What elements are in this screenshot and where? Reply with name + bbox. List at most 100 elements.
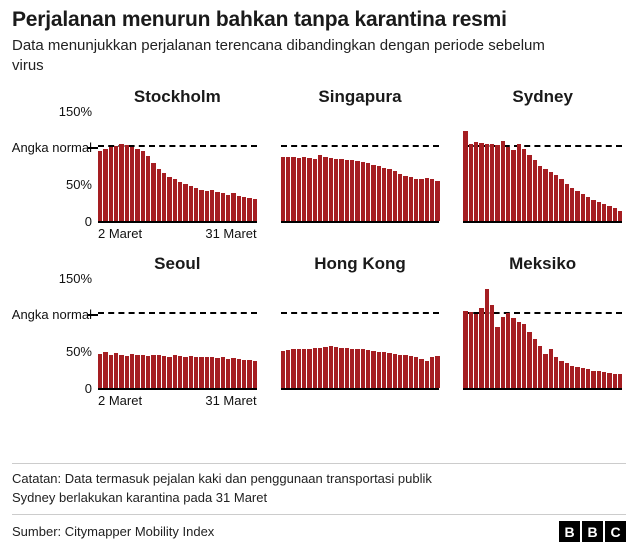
bar (424, 177, 429, 221)
normal-dashed-line (280, 312, 440, 315)
x-label-end: 31 Maret (205, 392, 257, 408)
bars-singapura (280, 111, 440, 221)
y-label-150: 150% (58, 270, 92, 286)
chart-row-2: 150% Angka normal 50% 0 Seoul 2 Maret 31… (12, 252, 626, 413)
bar (419, 179, 424, 221)
bar (591, 199, 596, 221)
bar (527, 154, 532, 221)
footnote-line1: Catatan: Data termasuk pejalan kaki dan … (12, 471, 432, 487)
bar (617, 210, 623, 221)
bars-seoul (98, 278, 257, 388)
bar (312, 158, 317, 221)
bar (479, 308, 484, 388)
bar (225, 358, 231, 388)
bar (371, 350, 376, 388)
y-label-0: 0 (84, 213, 92, 229)
bars-meksiko (463, 278, 623, 388)
bars-sydney (463, 111, 623, 221)
bar (204, 191, 209, 221)
bbc-logo: B B C (559, 521, 626, 542)
panel-meksiko: Meksiko (463, 252, 623, 413)
bar (387, 353, 392, 388)
bar (468, 311, 473, 388)
bar (484, 144, 489, 221)
bar (215, 358, 220, 388)
bar (167, 176, 172, 221)
bar (413, 178, 419, 221)
bar (317, 154, 323, 221)
bar (575, 191, 580, 221)
bar (236, 195, 241, 221)
y-label-50: 50% (65, 343, 92, 359)
plot-stockholm (98, 111, 257, 223)
bar (323, 347, 328, 388)
bar (183, 357, 188, 388)
bar (156, 169, 161, 221)
chart-page: Perjalanan menurun bahkan tanpa karantin… (12, 8, 626, 413)
bar (241, 359, 247, 388)
bar (612, 208, 617, 221)
bar (516, 144, 521, 221)
bar (473, 142, 479, 221)
bbc-logo-letter: B (559, 521, 580, 542)
panel-title-sydney: Sydney (512, 86, 573, 106)
bar (172, 355, 177, 388)
bar (241, 197, 247, 221)
bar (559, 179, 564, 221)
bar (124, 355, 129, 388)
bar (505, 147, 511, 221)
bar (473, 314, 479, 388)
bar (403, 355, 408, 388)
bar (312, 347, 317, 388)
normal-dashed-line (98, 145, 257, 148)
bar (387, 169, 392, 221)
y-label-0: 0 (84, 380, 92, 396)
bar (424, 361, 429, 388)
bar (596, 202, 601, 221)
bar (500, 317, 505, 388)
bar (151, 163, 156, 221)
bar (193, 188, 199, 221)
panel-title-hongkong: Hong Kong (314, 253, 406, 273)
bar (495, 327, 500, 388)
y-label-50: 50% (65, 176, 92, 192)
bar (135, 354, 140, 388)
bar (98, 150, 103, 221)
bar (209, 357, 215, 388)
bar (617, 374, 623, 388)
plot-seoul (98, 278, 257, 390)
bar (564, 363, 569, 388)
bar (355, 349, 360, 388)
bar (108, 147, 113, 221)
bar (532, 160, 537, 221)
normal-dashed-line (280, 145, 440, 148)
bar (553, 175, 559, 221)
bar (285, 350, 291, 388)
bar (607, 372, 612, 388)
bars-hongkong (280, 278, 440, 388)
bar (429, 179, 435, 221)
bar (511, 150, 516, 221)
bar (548, 172, 553, 221)
normal-dashed-line (98, 312, 257, 315)
bar (113, 145, 119, 221)
bar (580, 368, 585, 388)
bar (408, 355, 413, 388)
panel-sydney: Sydney (463, 85, 623, 246)
bar (108, 354, 113, 388)
bar (479, 142, 484, 221)
bar (495, 144, 500, 221)
bar (301, 157, 307, 221)
bar (349, 348, 355, 388)
bar (135, 148, 140, 221)
bar (360, 349, 365, 388)
plot-meksiko (463, 278, 623, 390)
bar (392, 171, 397, 221)
bar (489, 143, 495, 221)
bar (381, 167, 387, 221)
bar (119, 143, 124, 221)
bar (397, 173, 403, 221)
x-axis-row2: 2 Maret 31 Maret (98, 390, 257, 413)
bar (435, 180, 440, 221)
bar (580, 194, 585, 221)
